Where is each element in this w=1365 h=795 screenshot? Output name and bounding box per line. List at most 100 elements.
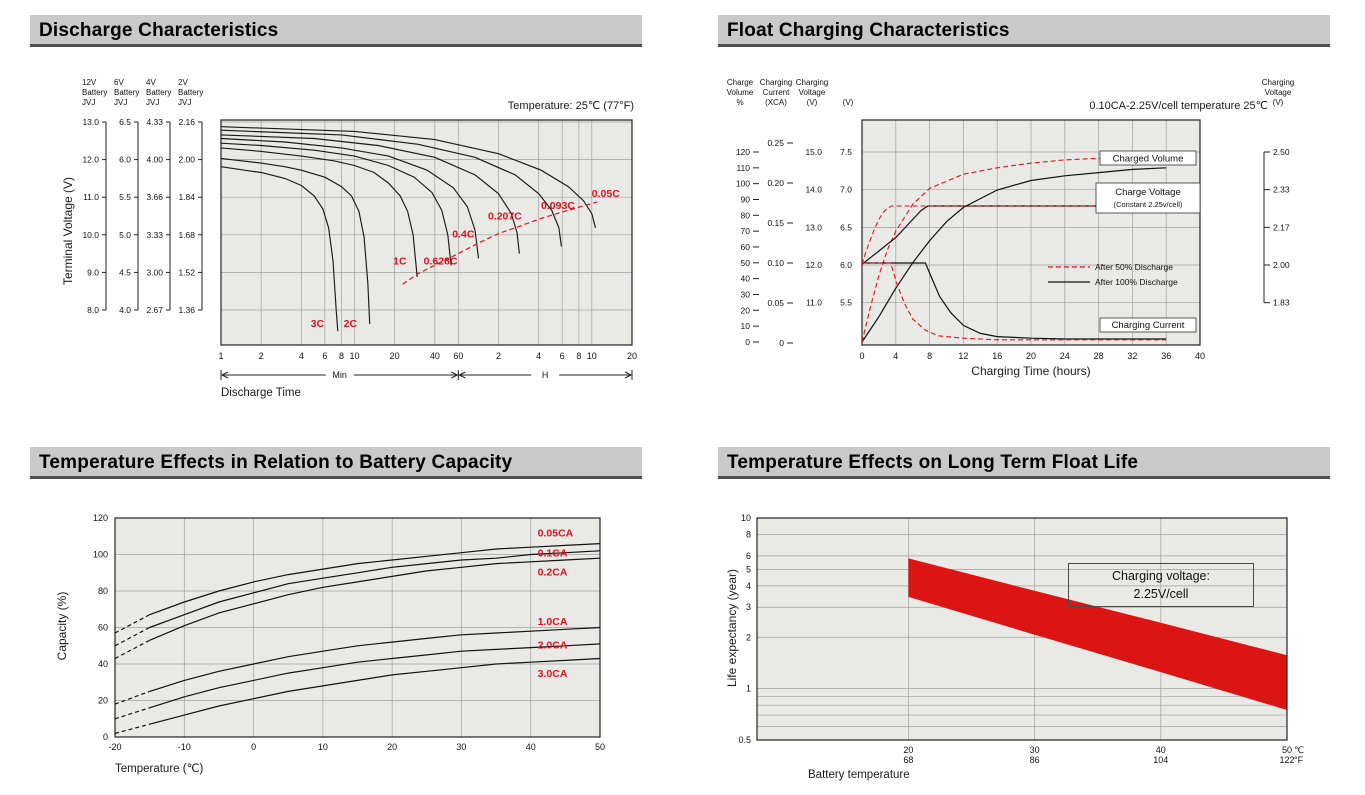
svg-text:2.00: 2.00 bbox=[1273, 260, 1290, 270]
svg-text:12V: 12V bbox=[82, 78, 97, 87]
rate-label-3.0CA: 3.0CA bbox=[538, 668, 568, 680]
plot-area bbox=[221, 120, 632, 345]
svg-text:3.33: 3.33 bbox=[146, 230, 163, 240]
svg-text:70: 70 bbox=[741, 226, 751, 236]
svg-text:Charging Current: Charging Current bbox=[1112, 320, 1185, 331]
time-unit-arrows: Min H bbox=[220, 368, 633, 382]
svg-text:2.16: 2.16 bbox=[178, 117, 195, 127]
svg-text:8: 8 bbox=[927, 351, 932, 361]
cutoff-locus-dashed bbox=[402, 201, 598, 285]
curve-1C bbox=[220, 147, 418, 278]
svg-text:1: 1 bbox=[746, 684, 751, 694]
svg-text:13.0: 13.0 bbox=[805, 222, 822, 232]
x-tick-labels: 0 4 8 12 16 20 24 28 32 36 40 bbox=[859, 351, 1205, 361]
svg-text:8: 8 bbox=[746, 530, 751, 540]
curve-0.05C bbox=[220, 126, 597, 228]
svg-text:2.00: 2.00 bbox=[178, 155, 195, 165]
svg-text:After 50% Discharge: After 50% Discharge bbox=[1095, 262, 1173, 272]
discharge-chart: 1 2 4 6 8 10 20 40 60 2 4 6 8 10 2012VBatteryJVJ13.012… bbox=[82, 78, 637, 382]
curve-0.207C bbox=[220, 134, 520, 254]
svg-text:104: 104 bbox=[1153, 755, 1168, 765]
svg-text:120: 120 bbox=[93, 513, 108, 523]
rate-label-0.093C: 0.093C bbox=[541, 200, 575, 212]
curve-2.0CA-dashed bbox=[114, 707, 150, 720]
svg-text:0: 0 bbox=[103, 732, 108, 742]
svg-text:℃: ℃ bbox=[1294, 745, 1304, 755]
svg-text:5: 5 bbox=[746, 564, 751, 574]
svg-text:120: 120 bbox=[736, 147, 750, 157]
svg-text:4.00: 4.00 bbox=[146, 155, 163, 165]
discharge-y-axis-title: Terminal Voltage (V) bbox=[61, 176, 75, 286]
svg-text:Charging: Charging bbox=[796, 78, 828, 87]
svg-text:6: 6 bbox=[746, 551, 751, 561]
svg-text:6: 6 bbox=[322, 351, 327, 361]
rate-label-3C: 3C bbox=[311, 318, 325, 330]
svg-text:Voltage: Voltage bbox=[1265, 88, 1292, 97]
svg-text:9.0: 9.0 bbox=[87, 267, 99, 277]
svg-text:11.0: 11.0 bbox=[83, 192, 99, 202]
svg-text:4V: 4V bbox=[146, 78, 156, 87]
svg-text:30: 30 bbox=[1030, 745, 1040, 755]
panel-temp-capacity: Temperature Effects in Relation to Batte… bbox=[30, 447, 642, 795]
svg-text:6: 6 bbox=[560, 351, 565, 361]
svg-text:12.0: 12.0 bbox=[82, 155, 99, 165]
svg-text:6.5: 6.5 bbox=[840, 222, 852, 232]
svg-text:4.33: 4.33 bbox=[146, 117, 163, 127]
svg-text:20: 20 bbox=[98, 696, 108, 706]
svg-text:2.33: 2.33 bbox=[1273, 185, 1290, 195]
curve-0.093C bbox=[220, 129, 562, 247]
svg-text:20: 20 bbox=[741, 305, 751, 315]
svg-text:4: 4 bbox=[746, 581, 751, 591]
svg-text:0: 0 bbox=[745, 337, 750, 347]
plot-border bbox=[861, 119, 1201, 346]
svg-text:3: 3 bbox=[746, 602, 751, 612]
svg-text:Charge Voltage: Charge Voltage bbox=[1115, 187, 1181, 198]
svg-text:100: 100 bbox=[736, 179, 750, 189]
svg-text:0: 0 bbox=[251, 742, 256, 752]
capacity-curves: 0.05CA 0.1CA 0.2CA 1.0CA 2.0CA 3.0CA bbox=[114, 527, 601, 734]
svg-text:12: 12 bbox=[958, 351, 968, 361]
svg-text:10: 10 bbox=[587, 351, 597, 361]
curve-charged-volume-after-100 bbox=[861, 167, 1167, 343]
svg-text:Min: Min bbox=[332, 370, 347, 380]
svg-text:20: 20 bbox=[1026, 351, 1036, 361]
curve-0.4C bbox=[220, 137, 480, 259]
svg-text:Battery: Battery bbox=[178, 88, 203, 97]
svg-text:4.5: 4.5 bbox=[119, 267, 131, 277]
panel-discharge: Discharge Characteristics 1 2 4 6 8 10 20 40 60 2… bbox=[30, 15, 642, 445]
rate-label-0.2CA: 0.2CA bbox=[538, 566, 568, 578]
svg-text:%: % bbox=[736, 98, 743, 107]
svg-text:0: 0 bbox=[859, 351, 864, 361]
plot-border bbox=[756, 517, 1288, 741]
curve-0.2CA bbox=[149, 557, 601, 641]
rate-label-2.0CA: 2.0CA bbox=[538, 639, 568, 651]
curve-0.05CA bbox=[149, 543, 601, 616]
svg-text:11.0: 11.0 bbox=[806, 298, 822, 308]
svg-text:Charge: Charge bbox=[727, 78, 754, 87]
svg-text:80: 80 bbox=[741, 210, 751, 220]
discharge-x-axis-title: Discharge Time bbox=[221, 387, 301, 399]
label-box-charging-current bbox=[1099, 317, 1197, 333]
curve-charging-current-after-100 bbox=[862, 262, 1167, 340]
curve-3C bbox=[220, 166, 339, 332]
svg-text:24: 24 bbox=[1060, 351, 1070, 361]
svg-text:5.0: 5.0 bbox=[119, 230, 131, 240]
svg-text:7.5: 7.5 bbox=[840, 147, 852, 157]
svg-text:5.5: 5.5 bbox=[119, 192, 131, 202]
svg-text:0.10: 0.10 bbox=[767, 258, 784, 268]
rate-label-0.05C: 0.05C bbox=[592, 188, 620, 200]
label-box-charged-volume bbox=[1099, 150, 1197, 166]
svg-text:36: 36 bbox=[1161, 351, 1171, 361]
curve-2.0CA bbox=[149, 643, 601, 709]
svg-text:50: 50 bbox=[595, 742, 605, 752]
rate-label-0.1CA: 0.1CA bbox=[538, 547, 568, 559]
svg-text:3.66: 3.66 bbox=[146, 192, 163, 202]
curve-charged-volume-after-50 bbox=[861, 154, 1167, 343]
